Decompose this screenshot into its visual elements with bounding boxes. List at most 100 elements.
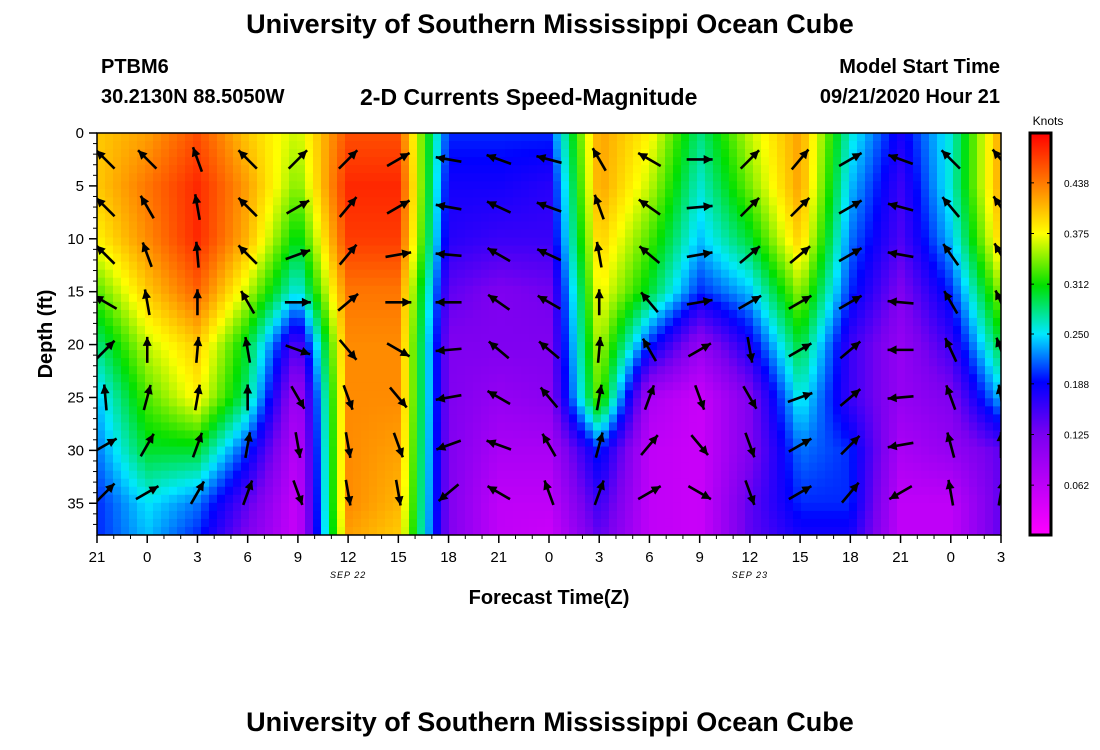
heatmap-cell [585, 229, 594, 239]
heatmap-cell [145, 430, 154, 440]
heatmap-cell [873, 181, 882, 190]
heatmap-cell [313, 317, 322, 327]
heatmap-cell [761, 277, 770, 287]
heatmap-cell [745, 478, 754, 488]
heatmap-cell [833, 342, 842, 351]
heatmap-cell [681, 157, 690, 166]
heatmap-cell [281, 382, 290, 391]
heatmap-cell [361, 261, 370, 271]
heatmap-cell [793, 470, 802, 480]
heatmap-cell [769, 149, 778, 158]
heatmap-cell [417, 165, 426, 174]
heatmap-cell [801, 269, 810, 279]
heatmap-cell [721, 494, 730, 504]
heatmap-cell [161, 494, 170, 504]
heatmap-cell [249, 374, 258, 383]
heatmap-cell [761, 502, 770, 512]
heatmap-cell [561, 350, 570, 359]
heatmap-cell [209, 157, 218, 166]
heatmap-cell [721, 510, 730, 520]
heatmap-cell [657, 149, 666, 158]
heatmap-cell [385, 253, 394, 263]
heatmap-cell [569, 398, 578, 407]
heatmap-cell [497, 325, 506, 335]
heatmap-cell [849, 478, 858, 488]
heatmap-cell [817, 470, 826, 480]
heatmap-cell [489, 510, 498, 520]
heatmap-cell [721, 470, 730, 480]
heatmap-cell [465, 165, 474, 174]
heatmap-cell [753, 422, 762, 432]
heatmap-cell [889, 141, 898, 150]
heatmap-cell [833, 213, 842, 223]
heatmap-cell [697, 277, 706, 287]
heatmap-cell [633, 261, 642, 271]
heatmap-cell [553, 221, 562, 231]
heatmap-cell [513, 189, 522, 198]
heatmap-cell [561, 285, 570, 295]
heatmap-cell [753, 165, 762, 174]
heatmap-cell [401, 277, 410, 287]
heatmap-cell [833, 390, 842, 399]
heatmap-cell [353, 261, 362, 271]
heatmap-cell [513, 374, 522, 383]
heatmap-cell [825, 334, 834, 343]
heatmap-cell [145, 237, 154, 247]
heatmap-cell [369, 173, 378, 182]
heatmap-cell [337, 502, 346, 512]
heatmap-cell [529, 293, 538, 303]
heatmap-cell [497, 382, 506, 391]
heatmap-cell [353, 253, 362, 263]
heatmap-cell [569, 462, 578, 472]
heatmap-cell [169, 526, 178, 535]
heatmap-cell [761, 350, 770, 359]
heatmap-cell [473, 510, 482, 520]
heatmap-cell [713, 229, 722, 239]
heatmap-cell [577, 277, 586, 287]
heatmap-cell [361, 462, 370, 472]
heatmap-cell [241, 165, 250, 174]
heatmap-cell [529, 422, 538, 432]
heatmap-cell [433, 301, 442, 311]
heatmap-cell [849, 229, 858, 239]
heatmap-cell [465, 430, 474, 440]
heatmap-cell [273, 197, 282, 206]
heatmap-cell [217, 141, 226, 150]
heatmap-cell [217, 261, 226, 271]
heatmap-cell [153, 133, 162, 142]
heatmap-cell [513, 261, 522, 271]
heatmap-cell [817, 366, 826, 375]
heatmap-cell [881, 470, 890, 480]
heatmap-cell [481, 205, 490, 214]
heatmap-cell [105, 414, 114, 424]
heatmap-cell [521, 245, 530, 255]
heatmap-cell [161, 470, 170, 480]
heatmap-cell [625, 261, 634, 271]
heatmap-cell [105, 518, 114, 528]
heatmap-cell [769, 293, 778, 303]
heatmap-cell [785, 486, 794, 496]
heatmap-cell [257, 181, 266, 190]
heatmap-cell [441, 293, 450, 303]
heatmap-cell [281, 342, 290, 351]
heatmap-cell [609, 157, 618, 166]
heatmap-cell [713, 293, 722, 303]
heatmap-cell [729, 454, 738, 464]
heatmap-cell [449, 422, 458, 432]
heatmap-cell [289, 141, 298, 150]
heatmap-cell [737, 422, 746, 432]
heatmap-cell [321, 486, 330, 496]
heatmap-cell [537, 406, 546, 415]
heatmap-cell [137, 269, 146, 279]
heatmap-cell [177, 173, 186, 182]
heatmap-cell [689, 133, 698, 142]
heatmap-cell [849, 502, 858, 512]
heatmap-cell [417, 486, 426, 496]
heatmap-cell [881, 133, 890, 142]
heatmap-cell [401, 374, 410, 383]
heatmap-cell [601, 446, 610, 456]
heatmap-cell [417, 438, 426, 448]
heatmap-cell [633, 269, 642, 279]
heatmap-cell [577, 317, 586, 327]
heatmap-cell [537, 430, 546, 440]
